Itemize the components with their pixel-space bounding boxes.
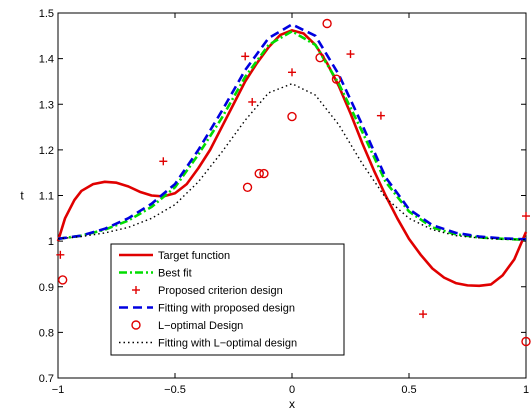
legend-entry-4: L−optimal Design	[158, 320, 243, 332]
y-tick-label: 1.2	[39, 145, 54, 157]
series-line-1	[57, 29, 527, 242]
series-4-point	[521, 336, 531, 347]
y-tick-label: 1.4	[39, 54, 54, 66]
y-tick-label: 1.3	[39, 99, 54, 111]
x-tick-label: −1	[52, 384, 65, 396]
series-2-point	[241, 52, 250, 61]
series-line-5	[57, 83, 527, 241]
y-tick-label: 1	[48, 236, 54, 248]
y-axis-label: t	[20, 189, 24, 203]
series-4-point	[287, 111, 297, 122]
series-markers	[56, 18, 531, 347]
series-2-point	[159, 157, 168, 166]
series-2-point	[346, 50, 355, 59]
legend-swatch-4	[131, 320, 141, 330]
series-4-point	[57, 275, 68, 285]
x-tick-label: 0	[289, 384, 295, 396]
legend-swatch-2	[132, 286, 140, 294]
x-tick-label: 0.5	[401, 384, 416, 396]
series-2-point	[56, 250, 65, 259]
plot-area: −1 −0.5 0 0.5 1 0.7 0.8 0.9 1 1.1 1.2 1.3 1.4 1.5	[39, 8, 531, 396]
legend-entry-0: Target function	[158, 250, 230, 262]
x-tick-label: 1	[523, 384, 529, 396]
y-tick-label: 0.9	[39, 282, 54, 294]
series-lines	[56, 23, 528, 288]
y-tick-label: 1.5	[39, 8, 54, 20]
y-tick-label: 0.7	[39, 373, 54, 385]
series-4-point	[331, 74, 342, 84]
series-4-point	[315, 53, 325, 63]
series-2-point	[376, 111, 385, 120]
x-tick-label: −0.5	[164, 384, 186, 396]
legend-box	[110, 243, 345, 356]
series-2-point	[419, 310, 428, 319]
series-2-point	[522, 212, 530, 221]
series-4-point	[322, 18, 332, 29]
series-4-point	[242, 182, 253, 192]
legend-entry-3: Fitting with proposed design	[158, 303, 295, 315]
legend-entry-1: Best fit	[158, 268, 192, 280]
x-axis-label: x	[289, 397, 295, 411]
series-4-point	[259, 168, 269, 179]
y-tick-label: 1.1	[39, 191, 54, 203]
legend-entry-2: Proposed criterion design	[158, 285, 283, 297]
axis-ticks: −1 −0.5 0 0.5 1 0.7 0.8 0.9 1 1.1 1.2 1.3 1.4 1.5	[39, 8, 529, 396]
series-4-point	[254, 168, 264, 179]
legend: Target function Best fit Proposed criterio…	[110, 243, 345, 356]
series-line-0	[56, 29, 528, 288]
series-2-point	[288, 68, 296, 77]
y-tick-label: 0.8	[39, 327, 54, 339]
legend-entry-5: Fitting with L−optimal design	[158, 338, 297, 350]
series-2-point	[248, 97, 257, 106]
